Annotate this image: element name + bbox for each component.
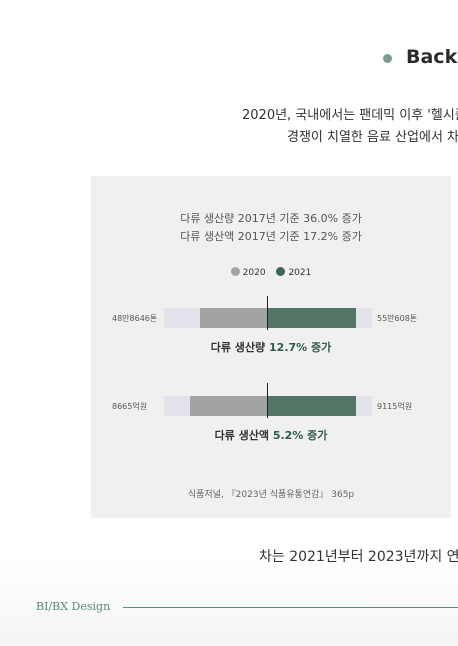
row2-bar-2020 [190,396,267,416]
legend: 2020 2021 [91,267,451,278]
row1-bar-track [164,308,372,328]
row2-right-value: 9115억원 [377,401,412,412]
row2-growth-label: 다류 생산액 [215,429,269,442]
row2-bar-track [164,396,372,416]
row1-bar-2021 [267,308,356,328]
brand-divider [123,607,458,608]
section-title-text: Backg [406,46,458,68]
row1-growth: 다류 생산량 12.7% 증가 [91,339,451,355]
row2-left-value: 8665억원 [112,401,147,412]
bullet-dot-icon [383,54,392,63]
row1-growth-value: 12.7% 증가 [269,341,331,354]
row2-center-marker [267,383,268,418]
infographic-card: 다류 생산량 2017년 기준 36.0% 증가 다류 생산액 2017년 기준… [91,176,451,518]
row1-bar-2020 [200,308,267,328]
intro-line-1: 2020년, 국내에서는 팬데믹 이후 '헬시플러 [242,104,458,123]
row2-bar-2021 [267,396,356,416]
row2-growth: 다류 생산액 5.2% 증가 [91,427,451,443]
stat-production-value: 다류 생산액 2017년 기준 17.2% 증가 [91,228,451,244]
intro-line-2: 경쟁이 치열한 음료 산업에서 차(차 [287,126,458,145]
row2-growth-value: 5.2% 증가 [273,429,328,442]
stat-production-volume: 다류 생산량 2017년 기준 36.0% 증가 [91,210,451,226]
legend-label-2021: 2021 [288,268,311,278]
legend-item-2021: 2021 [276,267,311,278]
legend-label-2020: 2020 [243,268,266,278]
row1-right-value: 55만608톤 [377,313,417,324]
source-citation: 식품저널, 『2023년 식품유통연감』 365p [91,487,451,500]
legend-item-2020: 2020 [231,267,266,278]
brand-label: BI/BX Design [36,600,110,613]
row1-growth-label: 다류 생산량 [211,341,265,354]
row1-center-marker [267,296,268,330]
legend-swatch-2021 [276,267,285,276]
legend-swatch-2020 [231,267,240,276]
row1-left-value: 48만8646톤 [112,313,157,324]
